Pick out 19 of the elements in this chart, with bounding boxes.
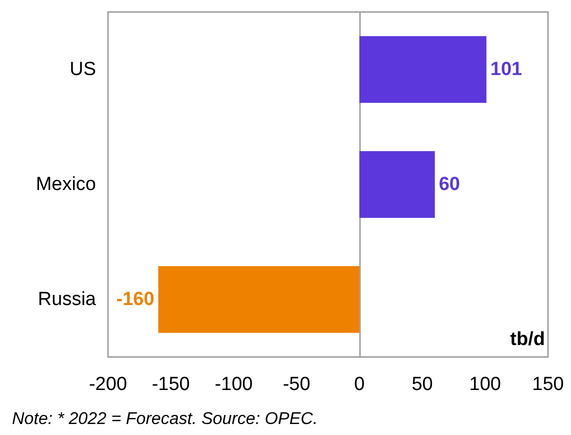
x-tick-label: 150 bbox=[532, 374, 564, 395]
y-tick-label: Russia bbox=[38, 289, 96, 310]
x-tick-label: 100 bbox=[469, 374, 501, 395]
x-tick-label: -50 bbox=[282, 374, 310, 395]
x-tick-label: -200 bbox=[88, 374, 128, 395]
bar bbox=[359, 151, 435, 218]
data-label: -160 bbox=[116, 289, 154, 310]
data-label: 101 bbox=[490, 59, 523, 80]
x-tick-label: -100 bbox=[214, 374, 253, 395]
x-tick-label: 50 bbox=[412, 374, 433, 395]
y-tick-label: Mexico bbox=[36, 174, 96, 195]
y-tick-label: US bbox=[70, 59, 96, 80]
x-tick-label: -150 bbox=[152, 374, 190, 395]
bar bbox=[359, 36, 486, 103]
data-label: 60 bbox=[438, 174, 460, 195]
x-tick-label: 0 bbox=[354, 374, 365, 395]
text: Note: * 2022 = Forecast. Source: OPEC. bbox=[12, 409, 318, 428]
bar bbox=[158, 266, 360, 333]
x-axis-title: tb/d bbox=[510, 329, 545, 350]
